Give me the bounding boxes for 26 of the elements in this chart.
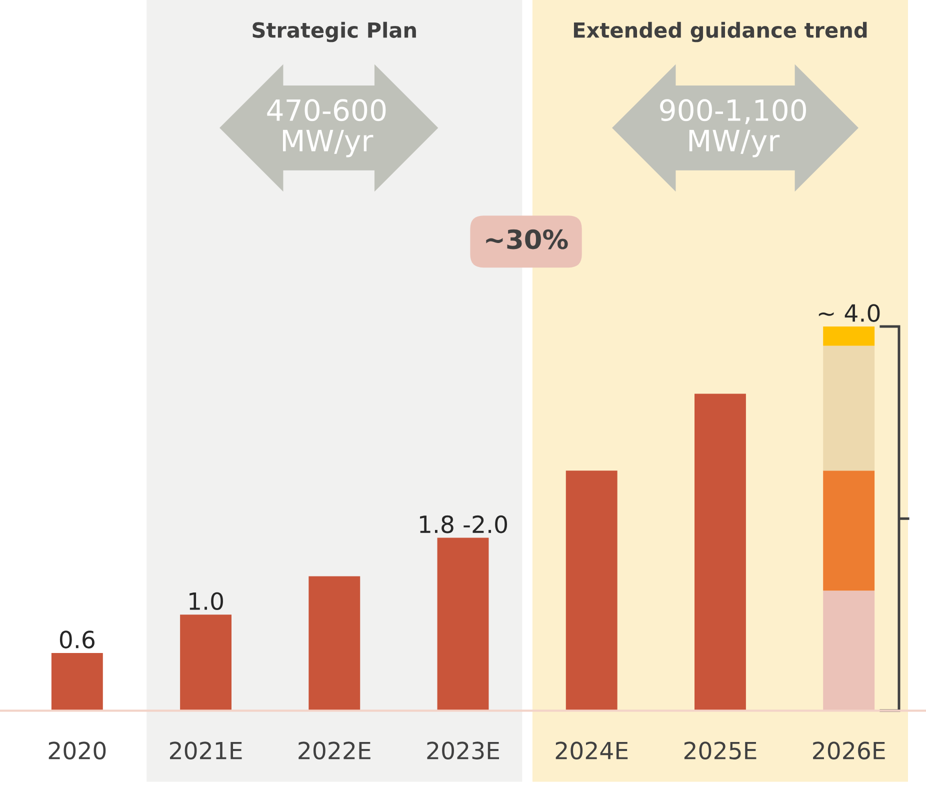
text: 470-600 MW/yr [267,99,386,158]
band-label: Strategic Plan [252,22,416,42]
bar [823,590,875,711]
band-label: Extended guidance trend [574,22,867,42]
data-label: 1.8 -2.0 [420,515,507,534]
x-tick-label: 2024E [556,742,628,760]
bar [823,470,875,591]
x-tick-label: 2023E [427,742,499,760]
bar [823,326,875,346]
bar [51,653,103,711]
data-label: 1.0 [190,592,223,610]
bar [437,538,489,711]
text: ~30% [486,229,568,250]
total-label: ~ 4.0 [818,304,880,322]
bar [308,576,360,711]
x-tick-label: 2020 [48,742,106,760]
bar [823,346,875,471]
data-label: 0.6 [60,630,94,648]
x-tick-label: 2021E [170,742,242,760]
bar [566,470,618,711]
text: 900-1,100 MW/yr [660,99,806,158]
bar [180,614,232,711]
x-tick-label: 2022E [298,742,370,760]
bar [694,394,746,711]
x-tick-label: 2025E [684,742,756,760]
x-tick-label: 2026E [813,742,885,760]
